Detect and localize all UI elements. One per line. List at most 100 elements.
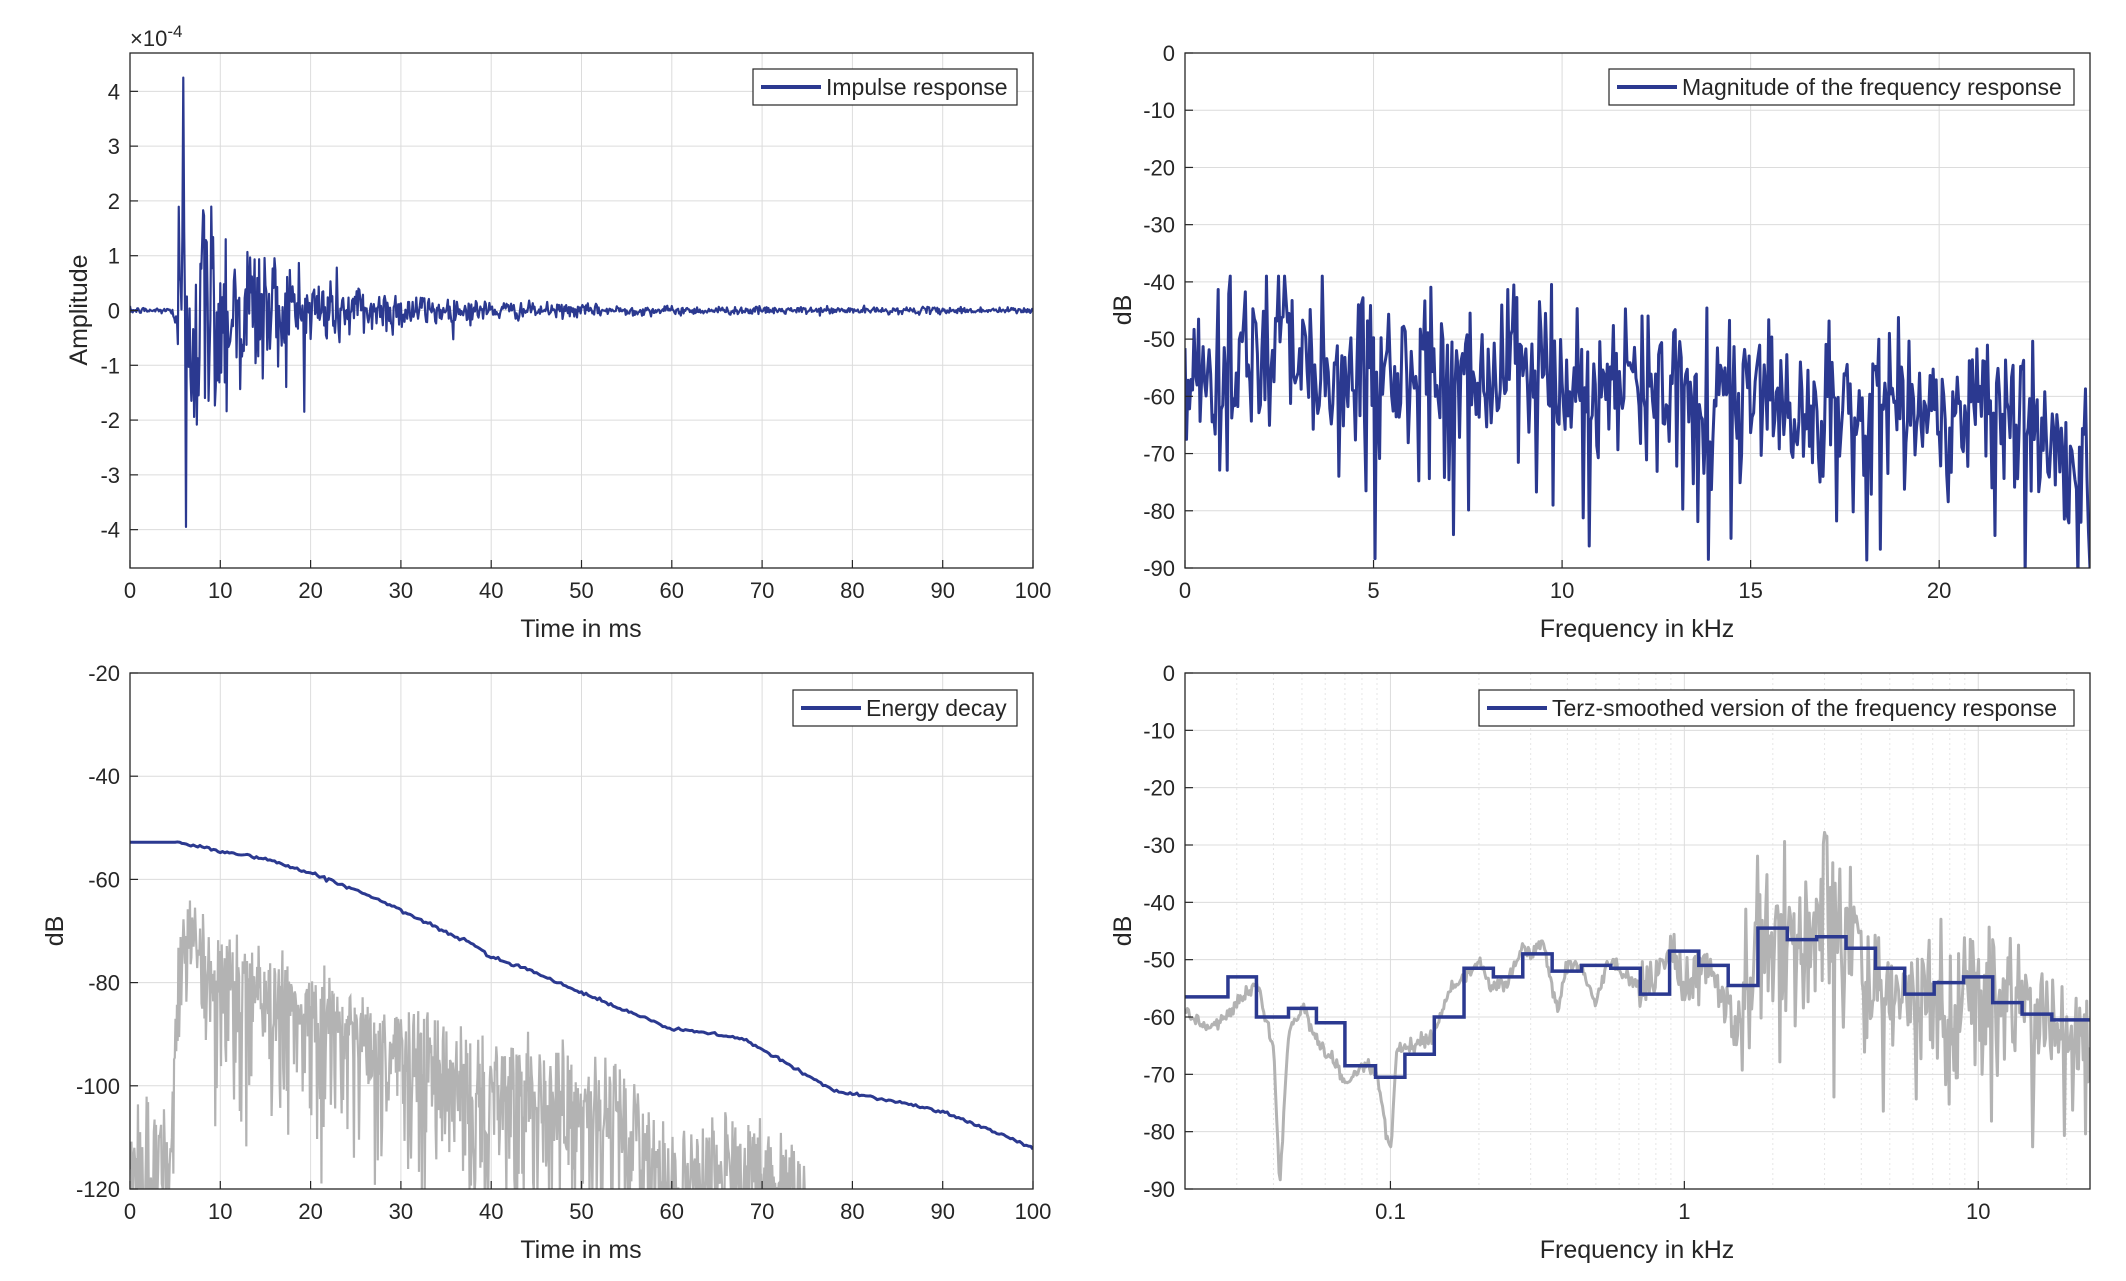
x-tick-label: 30 [389,578,413,603]
energy-decay-chart: 0 10 20 30 40 50 60 70 80 90 100 -20 -40 -60 -80 -100 -1… [41,661,1051,1264]
x-tick-label: 10 [1966,1199,1990,1224]
x-tick-label: 60 [660,1199,684,1224]
y-tick-label: -90 [1143,1177,1175,1202]
x-tick-label: 40 [479,578,503,603]
plot-area [1185,673,2090,1189]
y-tick-label: -60 [88,867,120,892]
y-tick-label: -1 [100,353,120,378]
y-tick-label: -90 [1143,556,1175,581]
y-tick-label: -20 [1143,155,1175,180]
legend-label: Magnitude of the frequency response [1682,74,2062,100]
x-tick-label: 70 [750,578,774,603]
x-tick-label: 10 [1550,578,1574,603]
x-tick-label: 80 [840,578,864,603]
terz-smoothed-step-line [1185,926,2090,1079]
x-axis-label: Frequency in kHz [1540,1236,1735,1264]
legend-box [1608,68,2075,106]
y-tick-label: -4 [100,518,120,543]
y-tick-label: -10 [1143,98,1175,123]
y-tick-label: -30 [1143,213,1175,238]
y-tick-label: 0 [108,299,120,324]
x-axis-label: Frequency in kHz [1540,615,1735,643]
y-tick-label: -40 [1143,890,1175,915]
x-tick-label: 50 [569,1199,593,1224]
y-tick-label: 4 [108,79,120,104]
y-tick-label: -80 [88,971,120,996]
series-layer [1185,274,2090,568]
tick-labels: 0 10 20 30 40 50 60 70 80 90 100 -20 -40 -60 -80 -100 -1… [76,661,1051,1224]
y-tick-label: -100 [76,1074,120,1099]
axes-box [1184,52,2091,569]
y-tick-label: -10 [1143,718,1175,743]
tick-labels: 0 5 10 15 20 0 -10 -20 -30 -40 -50 -60 -70 -80 -90 [1143,41,1951,603]
tick-labels: 0 10 20 30 40 50 60 70 80 90 100 -4 -3 -2 -1 0 1 2 3 4 [100,79,1051,603]
y-tick-label: -60 [1143,384,1175,409]
y-tick-label: -80 [1143,1120,1175,1145]
y-tick-label: -50 [1143,327,1175,352]
y-tick-label: 3 [108,134,120,159]
magnitude-frequency-response-chart: 0 5 10 15 20 0 -10 -20 -30 -40 -50 -60 -70 -80 -90 Fre… [1109,41,2091,643]
x-tick-label: 20 [1927,578,1951,603]
x-tick-label: 5 [1367,578,1379,603]
series-layer [1185,830,2090,1182]
y-tick-label: -40 [88,764,120,789]
x-axis-label: Time in ms [520,615,641,643]
y-tick-label: -30 [1143,833,1175,858]
x-tick-label: 50 [569,578,593,603]
y-tick-label: -50 [1143,948,1175,973]
y-axis-label: dB [41,916,69,947]
raw-energy-background-line [130,900,806,1189]
x-tick-label: 90 [930,578,954,603]
y-tick-label: -40 [1143,270,1175,295]
y-axis-label: dB [1109,295,1137,326]
raw-spectrum-background-line [1185,830,2090,1182]
x-tick-label: 80 [840,1199,864,1224]
x-tick-label: 60 [660,578,684,603]
y-tick-label: -70 [1143,442,1175,467]
x-tick-label: 10 [208,1199,232,1224]
axes-box [1184,672,2091,1190]
y-tick-label: 1 [108,244,120,269]
y-tick-label: 0 [1163,661,1175,686]
y-axis-label: dB [1109,916,1137,947]
y-tick-label: -120 [76,1177,120,1202]
y-tick-label: -20 [1143,776,1175,801]
legend[interactable]: Terz-smoothed version of the frequency r… [1478,689,2075,727]
x-tick-label: 15 [1738,578,1762,603]
x-tick-label: 100 [1015,578,1052,603]
x-tick-label: 10 [208,578,232,603]
x-tick-label: 90 [930,1199,954,1224]
x-tick-label: 0 [124,578,136,603]
exponent-base: ×10 [130,26,167,51]
y-tick-label: -3 [100,463,120,488]
y-tick-label: -60 [1143,1005,1175,1030]
x-tick-label: 20 [298,578,322,603]
x-tick-label: 30 [389,1199,413,1224]
y-tick-label: -70 [1143,1062,1175,1087]
magnitude-line [1185,274,2090,568]
x-tick-label: 100 [1015,1199,1052,1224]
tick-labels: 0.1 1 10 0 -10 -20 -30 -40 -50 -60 -70 -80 -90 [1143,661,1990,1224]
x-tick-label: 0 [1179,578,1191,603]
impulse-response-line [130,76,1033,529]
x-axis-label: Time in ms [520,1236,641,1264]
legend[interactable]: Magnitude of the frequency response [1608,68,2075,106]
y-tick-label: -80 [1143,499,1175,524]
exponent-label: ×10-4 [130,22,182,51]
legend-box [1478,689,2075,727]
legend-box [752,68,1018,106]
y-tick-label: -2 [100,408,120,433]
series-layer [130,840,1033,1189]
y-axis-label: Amplitude [65,254,93,365]
x-tick-label: 70 [750,1199,774,1224]
x-tick-label: 0 [124,1199,136,1224]
x-tick-label: 20 [298,1199,322,1224]
legend[interactable]: Energy decay [792,689,1018,727]
legend-label: Terz-smoothed version of the frequency r… [1552,695,2057,721]
x-tick-label: 1 [1678,1199,1690,1224]
y-tick-label: -20 [88,661,120,686]
x-tick-label: 0.1 [1375,1199,1406,1224]
legend[interactable]: Impulse response [752,68,1018,106]
